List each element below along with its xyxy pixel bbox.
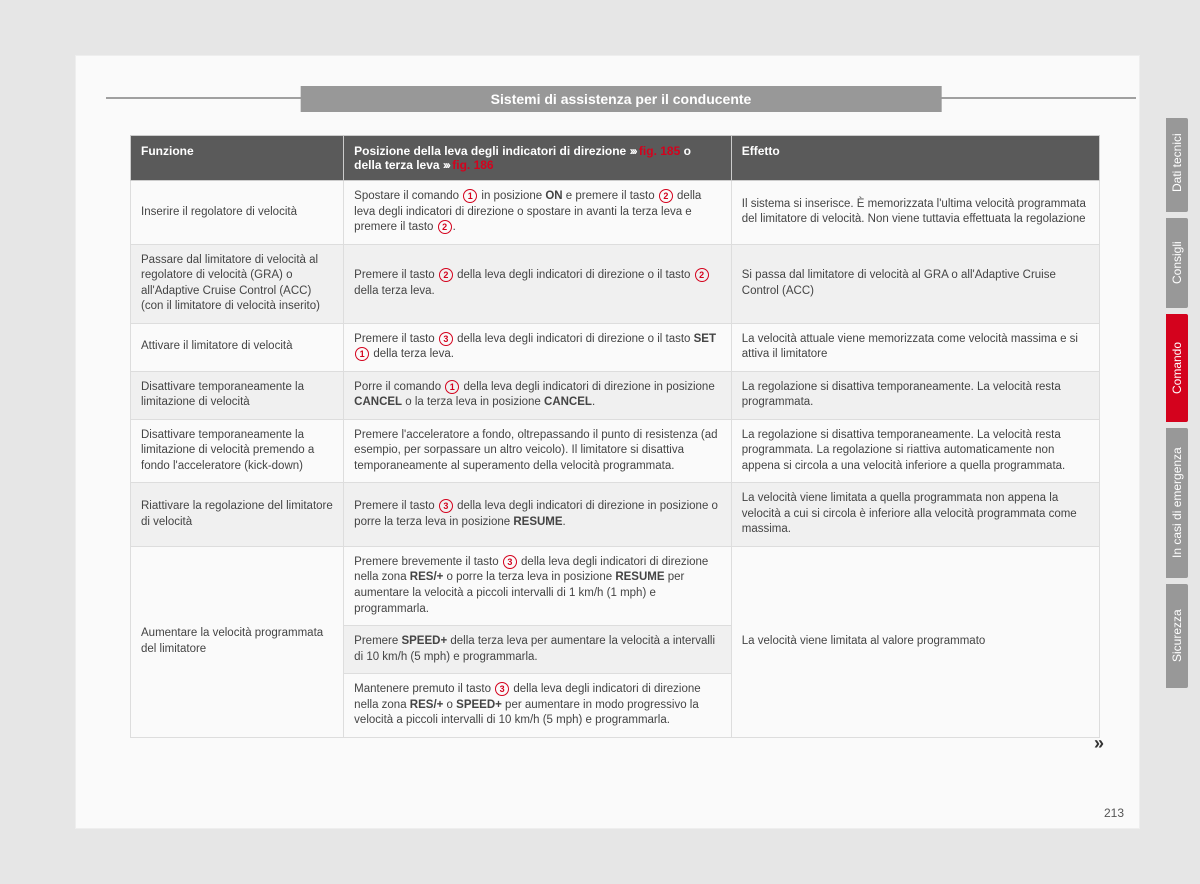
cell-posizione: Mantenere premuto il tasto 3 della leva …: [344, 674, 732, 738]
cell-effetto: La velocità viene limitata al valore pro…: [731, 546, 1099, 737]
cell-posizione: Premere il tasto 3 della leva degli indi…: [344, 483, 732, 547]
side-tab[interactable]: Dati tecnici: [1166, 118, 1188, 212]
header-effetto: Effetto: [731, 136, 1099, 181]
cell-posizione: Premere l'acceleratore a fondo, oltrepas…: [344, 419, 732, 483]
cell-funzione: Aumentare la velocità programmata del li…: [131, 546, 344, 737]
cell-funzione: Riattivare la regolazione del limitatore…: [131, 483, 344, 547]
cell-effetto: La velocità attuale viene memorizzata co…: [731, 323, 1099, 371]
callout-1-icon: 1: [445, 380, 459, 394]
cell-effetto: La regolazione si disattiva temporaneame…: [731, 419, 1099, 483]
header-funzione: Funzione: [131, 136, 344, 181]
page-number: 213: [1104, 806, 1124, 820]
table-row: Attivare il limitatore di velocitàPremer…: [131, 323, 1100, 371]
cell-posizione: Porre il comando 1 della leva degli indi…: [344, 371, 732, 419]
figref-185: fig. 185: [636, 144, 681, 158]
cell-effetto: La velocità viene limitata a quella prog…: [731, 483, 1099, 547]
table-row: Riattivare la regolazione del limitatore…: [131, 483, 1100, 547]
cell-funzione: Attivare il limitatore di velocità: [131, 323, 344, 371]
callout-2-icon: 2: [695, 268, 709, 282]
table-row: Passare dal limitatore di velocità al re…: [131, 244, 1100, 323]
callout-3-icon: 3: [439, 499, 453, 513]
callout-2-icon: 2: [438, 220, 452, 234]
cell-posizione: Premere brevemente il tasto 3 della leva…: [344, 546, 732, 625]
cell-funzione: Inserire il regolatore di velocità: [131, 181, 344, 245]
function-table: Funzione Posizione della leva degli indi…: [130, 135, 1100, 738]
arrows-icon: ›››: [443, 158, 449, 172]
table-row: Inserire il regolatore di velocitàSposta…: [131, 181, 1100, 245]
side-tab[interactable]: Consigli: [1166, 218, 1188, 308]
cell-posizione: Premere SPEED+ della terza leva per aume…: [344, 626, 732, 674]
cell-funzione: Disattivare temporaneamente la limitazio…: [131, 371, 344, 419]
cell-posizione: Spostare il comando 1 in posizione ON e …: [344, 181, 732, 245]
header-posizione: Posizione della leva degli indicatori di…: [344, 136, 732, 181]
table-row: Aumentare la velocità programmata del li…: [131, 546, 1100, 625]
callout-3-icon: 3: [439, 332, 453, 346]
cell-posizione: Premere il tasto 3 della leva degli indi…: [344, 323, 732, 371]
callout-3-icon: 3: [495, 682, 509, 696]
title-bar-container: Sistemi di assistenza per il conducente: [106, 86, 1136, 110]
cell-effetto: Si passa dal limitatore di velocità al G…: [731, 244, 1099, 323]
side-tabs: Dati tecnici Consigli Comando In casi di em…: [1166, 118, 1192, 694]
callout-2-icon: 2: [439, 268, 453, 282]
callout-1-icon: 1: [355, 347, 369, 361]
page-title: Sistemi di assistenza per il conducente: [301, 86, 942, 112]
callout-3-icon: 3: [503, 555, 517, 569]
continuation-arrows: »: [1094, 733, 1104, 754]
cell-funzione: Passare dal limitatore di velocità al re…: [131, 244, 344, 323]
cell-funzione: Disattivare temporaneamente la limitazio…: [131, 419, 344, 483]
cell-effetto: La regolazione si disattiva temporaneame…: [731, 371, 1099, 419]
figref-186: fig. 186: [452, 158, 493, 172]
table-body: Inserire il regolatore di velocitàSposta…: [131, 181, 1100, 738]
side-tab[interactable]: Comando: [1166, 314, 1188, 422]
callout-1-icon: 1: [463, 189, 477, 203]
cell-posizione: Premere il tasto 2 della leva degli indi…: [344, 244, 732, 323]
side-tab[interactable]: In casi di emergenza: [1166, 428, 1188, 578]
callout-2-icon: 2: [659, 189, 673, 203]
table-row: Disattivare temporaneamente la limitazio…: [131, 371, 1100, 419]
side-tab[interactable]: Sicurezza: [1166, 584, 1188, 688]
table-row: Disattivare temporaneamente la limitazio…: [131, 419, 1100, 483]
cell-effetto: Il sistema si inserisce. È memorizzata l…: [731, 181, 1099, 245]
header-pos-text: Posizione della leva degli indicatori di…: [354, 144, 629, 158]
